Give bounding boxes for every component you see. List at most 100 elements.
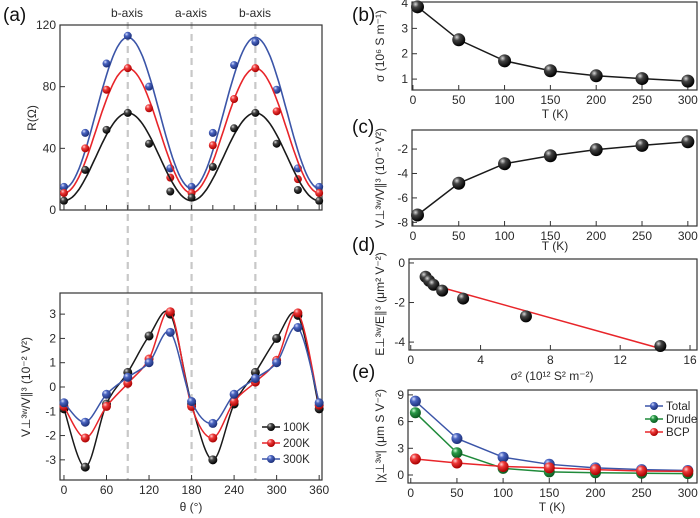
data-point <box>272 107 281 116</box>
x-tick-label: 200 <box>585 486 605 500</box>
x-tick-label: 0 <box>407 486 414 500</box>
e-ylabel: |χ⊥³ʷ| (μm S V⁻²) <box>373 389 387 483</box>
data-point <box>498 157 512 171</box>
legend-marker <box>650 428 658 436</box>
y-tick-label: 2 <box>49 331 56 345</box>
y-tick-label: -2 <box>45 429 56 443</box>
panel-label-e: (e) <box>352 362 375 383</box>
a-top-ylabel: R(Ω) <box>25 105 39 131</box>
data-point <box>187 182 196 191</box>
legend-marker <box>650 402 658 410</box>
series-300k <box>59 322 324 428</box>
y-tick-label: -4 <box>394 335 405 349</box>
legend-label: 300K <box>283 454 310 466</box>
plot-frame <box>408 258 698 351</box>
data-point <box>102 125 111 134</box>
data-point <box>144 358 154 368</box>
data-point <box>427 278 440 291</box>
data-point <box>681 135 695 149</box>
y-tick-label: 1 <box>49 356 56 370</box>
data-point <box>272 85 281 94</box>
x-tick-label: 250 <box>632 229 652 243</box>
y-tick-label: 2 <box>401 47 408 61</box>
data-point <box>230 61 239 70</box>
data-point <box>436 284 449 297</box>
x-tick-label: 300 <box>678 229 698 243</box>
x-tick-label: 300 <box>267 483 287 497</box>
series-100k <box>59 108 324 205</box>
series-200k <box>59 307 324 443</box>
data-point <box>293 308 303 318</box>
annotation-a-axis: a-axis <box>175 6 207 20</box>
data-point <box>102 85 111 94</box>
x-tick-label: 60 <box>100 483 114 497</box>
x-tick-label: 250 <box>632 93 652 107</box>
data-point <box>208 128 217 137</box>
data-point <box>208 162 217 171</box>
x-tick-label: 150 <box>540 93 560 107</box>
y-tick-label: 0 <box>49 203 56 217</box>
a-bottom-ylabel: V⊥³ʷ/V∥³ (10⁻² V²) <box>19 337 33 437</box>
data-point <box>457 292 470 305</box>
data-point <box>315 189 324 198</box>
y-tick-label: -2 <box>394 296 405 310</box>
d-ylabel: E⊥³ʷ/E∥³ (μm² V⁻²) <box>373 252 387 355</box>
data-point <box>208 418 218 428</box>
chart-d: 0 4 8 12 16 0 -2 -4 <box>394 256 698 367</box>
legend-marker <box>267 423 275 431</box>
data-point <box>293 322 303 332</box>
data-point <box>272 139 281 148</box>
x-tick-label: 4 <box>477 353 484 367</box>
series-300k <box>59 31 324 191</box>
data-point <box>81 165 90 174</box>
data-point <box>251 64 260 73</box>
data-point <box>682 465 694 477</box>
x-tick-label: 240 <box>224 483 244 497</box>
data-point <box>251 108 260 117</box>
chart-a_top: 0 40 80 120 <box>36 18 324 217</box>
data-point <box>451 433 463 445</box>
a-bottom-xlabel: θ (°) <box>180 500 203 514</box>
e-xlabel: T (K) <box>539 500 565 514</box>
y-tick-label: 1 <box>401 72 408 86</box>
data-point <box>451 457 463 469</box>
data-point <box>314 398 324 408</box>
panel-label-a: (a) <box>3 5 26 26</box>
panel-label-b: (b) <box>352 5 375 26</box>
x-tick-label: 50 <box>452 93 466 107</box>
y-tick-label: 0 <box>49 380 56 394</box>
data-point <box>80 433 90 443</box>
legend-label: Total <box>666 401 690 413</box>
data-point <box>59 196 68 205</box>
d-xlabel: σ² (10¹² S² m⁻²) <box>510 369 593 383</box>
y-tick-label: -1 <box>45 404 56 418</box>
data-point <box>251 37 260 46</box>
data-point <box>165 327 175 337</box>
x-tick-label: 0 <box>61 483 68 497</box>
annotation-b-axis-1: b-axis <box>111 6 143 20</box>
legend-label: 200K <box>283 438 310 450</box>
data-point <box>123 108 132 117</box>
data-point <box>636 465 648 477</box>
data-point <box>409 453 421 465</box>
x-tick-label: 0 <box>407 353 414 367</box>
data-point <box>452 33 466 47</box>
data-point <box>519 310 532 323</box>
y-tick-label: -4 <box>397 166 408 180</box>
data-point <box>410 208 424 222</box>
x-tick-label: 360 <box>309 483 329 497</box>
data-point <box>123 31 132 40</box>
data-point <box>145 139 154 148</box>
data-point <box>229 389 239 399</box>
y-tick-label: -2 <box>397 142 408 156</box>
data-point <box>81 144 90 153</box>
data-point <box>102 389 112 399</box>
data-point <box>80 462 90 472</box>
data-point <box>589 464 601 476</box>
chart-a_bottom: 0 60 120 180 240 300 360 -3 -2 -1 0 1 2 3 100K 200K 300K <box>45 292 329 497</box>
panel-label-c: (c) <box>352 117 374 138</box>
data-point <box>59 398 69 408</box>
x-tick-label: 150 <box>539 486 559 500</box>
data-point <box>123 372 133 382</box>
data-point <box>187 397 197 407</box>
